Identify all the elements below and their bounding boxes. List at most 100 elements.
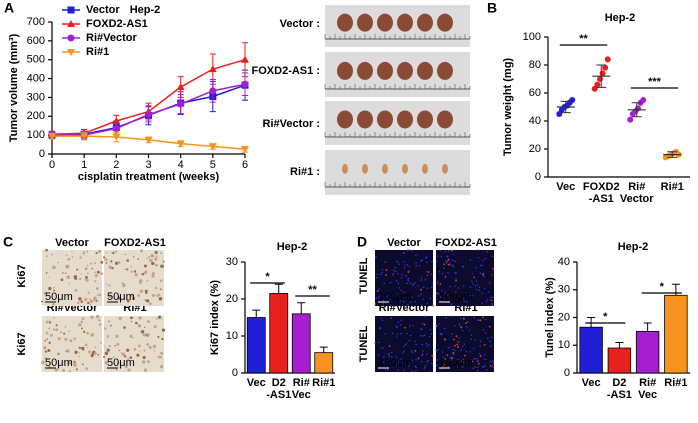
cell: [105, 262, 108, 264]
nucleus: [390, 317, 393, 319]
cell: [132, 297, 135, 300]
nucleus: [452, 353, 455, 355]
nucleus: [454, 325, 456, 327]
cell: [90, 354, 94, 358]
stain-label: Ki67: [16, 264, 28, 287]
nucleus: [440, 299, 443, 301]
tumor: [357, 13, 373, 32]
nucleus: [457, 358, 459, 361]
scale-bar-label: 100μm: [378, 357, 412, 369]
x-tick-label: Vec: [638, 389, 657, 401]
panel-letter: B: [487, 0, 497, 16]
nucleus: [397, 273, 399, 275]
data-point: [602, 64, 609, 71]
nucleus: [473, 358, 475, 360]
cell: [66, 267, 68, 269]
nucleus: [446, 255, 448, 258]
nucleus: [451, 362, 454, 365]
cell: [75, 368, 78, 371]
cell: [87, 301, 90, 305]
cell: [135, 321, 138, 325]
cell: [54, 368, 59, 372]
cell: [132, 336, 135, 339]
apoptotic: [482, 316, 484, 319]
nucleus: [460, 317, 462, 319]
nucleus: [387, 294, 390, 296]
tumor: [377, 61, 393, 80]
nucleus: [394, 270, 397, 273]
cell: [151, 272, 156, 276]
nucleus: [411, 370, 413, 373]
nucleus: [378, 296, 380, 298]
y-tick-label: 100: [523, 31, 541, 43]
y-tick-label: 600: [27, 35, 45, 47]
apoptotic: [455, 279, 457, 282]
nucleus: [469, 329, 471, 331]
nucleus: [485, 332, 487, 334]
x-tick-label: Ri#1: [661, 181, 684, 193]
data-point: [596, 76, 603, 82]
cell: [138, 280, 142, 284]
nucleus: [452, 357, 454, 360]
apoptotic: [456, 343, 459, 346]
nucleus: [476, 370, 479, 372]
cell: [114, 261, 118, 265]
cell: [160, 252, 162, 254]
legend-label: FOXD2-AS1: [86, 18, 148, 30]
nucleus: [403, 300, 405, 303]
nucleus: [421, 354, 423, 357]
cell: [139, 350, 141, 352]
cell: [130, 316, 133, 320]
cell: [100, 341, 102, 344]
apoptotic: [492, 267, 494, 270]
cell: [150, 254, 154, 258]
nucleus: [421, 343, 423, 346]
photo-label: Vector :: [280, 18, 320, 30]
nucleus: [472, 295, 474, 297]
cell: [64, 337, 68, 341]
error-bar: [643, 322, 652, 332]
cell: [133, 270, 137, 273]
tumor: [397, 110, 413, 129]
nucleus: [408, 249, 410, 251]
apoptotic: [443, 263, 446, 266]
nucleus: [442, 356, 444, 358]
nucleus: [383, 282, 385, 284]
cell: [48, 327, 51, 330]
nucleus: [409, 325, 411, 327]
cell: [115, 368, 118, 371]
nucleus: [438, 271, 441, 273]
cell: [138, 316, 142, 320]
nucleus: [410, 301, 412, 303]
nucleus: [454, 272, 456, 274]
nucleus: [426, 345, 428, 347]
cell: [104, 346, 106, 348]
nucleus: [452, 259, 454, 262]
cell: [127, 357, 130, 361]
apoptotic: [481, 273, 484, 276]
nucleus: [393, 269, 395, 272]
nucleus: [411, 296, 413, 299]
cell: [138, 344, 141, 348]
y-tick-label: 10: [226, 330, 238, 342]
cell: [106, 251, 109, 254]
cell: [155, 317, 158, 320]
nucleus: [391, 274, 394, 276]
cell: [60, 278, 64, 282]
nucleus: [475, 266, 477, 269]
x-tick-label: -AS1: [607, 389, 632, 401]
nucleus: [397, 282, 400, 284]
nucleus: [383, 361, 385, 363]
nucleus: [489, 345, 492, 347]
nucleus: [406, 264, 409, 266]
nucleus: [391, 351, 393, 354]
nucleus: [462, 358, 464, 361]
cell: [65, 272, 67, 274]
data-point: [627, 116, 634, 123]
nucleus: [389, 298, 391, 301]
nucleus: [397, 368, 399, 371]
nucleus: [414, 301, 416, 303]
nucleus: [457, 287, 460, 289]
nucleus: [426, 303, 428, 305]
tumor: [377, 13, 393, 32]
